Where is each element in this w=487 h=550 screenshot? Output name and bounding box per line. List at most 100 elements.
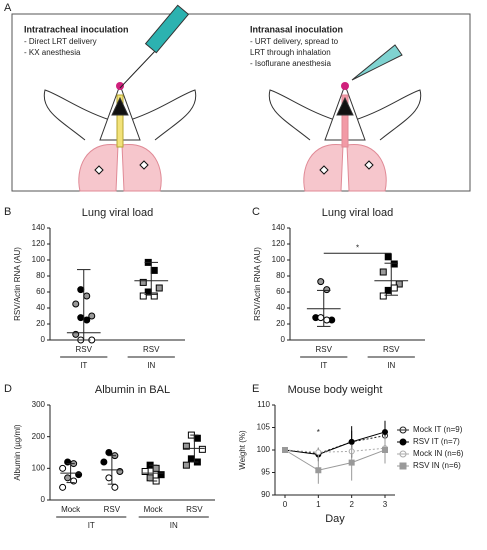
x-tick-label: RSV: [186, 505, 203, 514]
y-tick-label: 20: [36, 319, 45, 328]
legend-label: Mock IT (n=9): [413, 425, 463, 434]
data-point: [70, 477, 78, 485]
data-point: [64, 474, 72, 482]
group-label: IT: [320, 361, 327, 370]
y-tick-label: 0: [41, 335, 46, 344]
data-point: [198, 445, 206, 453]
group-label: IT: [80, 361, 87, 370]
panel-label: B: [4, 206, 11, 218]
annotation: *: [317, 428, 320, 437]
y-tick-label: 0: [41, 495, 46, 504]
data-point: [384, 253, 392, 261]
group-label: IN: [170, 521, 178, 530]
data-point: [323, 316, 331, 324]
data-point: [111, 483, 119, 491]
y-tick-label: 90: [261, 490, 270, 499]
method-line: - Direct LRT delivery: [24, 37, 97, 46]
data-point: [390, 284, 398, 292]
group-label: IT: [88, 521, 95, 530]
y-tick-label: 40: [36, 303, 45, 312]
series-line: [284, 449, 386, 471]
legend-label: RSV IN (n=6): [413, 461, 461, 470]
y-axis-label: Weight (%): [238, 430, 247, 470]
data-point: [315, 449, 322, 456]
data-point: [348, 438, 355, 445]
chart-title: Mouse body weight: [288, 384, 383, 396]
y-axis-label: Albumin (µg/ml): [13, 424, 22, 481]
data-point: [59, 464, 67, 472]
data-point: [348, 459, 355, 466]
series-line: [284, 447, 386, 453]
data-point: [182, 461, 190, 469]
data-point: [116, 468, 124, 475]
group-label: IN: [387, 361, 395, 370]
panel-label: D: [4, 383, 12, 395]
sig-label: *: [356, 243, 359, 252]
data-point: [146, 474, 154, 482]
method-line: - Isoflurane anesthesia: [250, 59, 331, 68]
y-tick-label: 120: [32, 239, 46, 248]
y-tick-label: 110: [257, 400, 270, 409]
data-point: [390, 260, 398, 268]
data-point: [382, 447, 388, 453]
y-tick-label: 20: [276, 319, 285, 328]
x-axis-label: Day: [325, 513, 345, 525]
data-point: [77, 286, 85, 294]
y-tick-label: 105: [257, 423, 271, 432]
data-point: [59, 483, 67, 491]
mouse-in: [268, 44, 422, 192]
data-point: [83, 292, 91, 300]
y-tick-label: 140: [32, 223, 46, 232]
panel-label: A: [4, 2, 12, 14]
data-point: [75, 471, 83, 479]
x-tick-label: 0: [283, 500, 288, 509]
x-tick-label: RSV: [76, 345, 93, 354]
method-line: LRT through inhalation: [250, 48, 331, 57]
x-tick-label: 1: [316, 500, 321, 509]
data-point: [379, 292, 387, 300]
x-tick-label: Mock: [144, 505, 164, 514]
y-tick-label: 100: [272, 255, 286, 264]
series-line: [284, 431, 386, 456]
y-axis-label: RSV/Actin RNA (AU): [13, 247, 22, 321]
method-title: Intratracheal inoculation: [24, 24, 129, 34]
chart-title: Lung viral load: [322, 207, 394, 219]
data-point: [64, 458, 72, 466]
data-point: [187, 455, 195, 463]
y-tick-label: 100: [257, 445, 271, 454]
data-point: [139, 278, 147, 286]
method-line: - KX anesthesia: [24, 48, 81, 57]
x-tick-label: RSV: [316, 345, 333, 354]
panel-label: C: [252, 206, 260, 218]
y-tick-label: 140: [272, 223, 286, 232]
data-point: [88, 312, 96, 320]
data-point: [141, 468, 149, 475]
y-tick-label: 100: [32, 255, 46, 264]
data-point: [315, 467, 322, 474]
data-point: [83, 316, 91, 324]
y-tick-label: 300: [32, 400, 46, 409]
data-point: [72, 300, 80, 308]
data-point: [150, 266, 158, 274]
data-point: [105, 449, 113, 456]
y-tick-label: 100: [32, 463, 46, 472]
y-tick-label: 120: [272, 239, 286, 248]
y-tick-label: 60: [276, 287, 285, 296]
x-tick-label: 3: [383, 500, 388, 509]
data-point: [139, 292, 147, 300]
mouse-it: [43, 4, 197, 192]
data-point: [282, 447, 288, 453]
data-point: [152, 464, 160, 472]
group-label: IN: [147, 361, 155, 370]
legend-label: Mock IN (n=6): [413, 449, 464, 458]
data-point: [150, 292, 158, 300]
x-tick-label: RSV: [104, 505, 121, 514]
y-tick-label: 40: [276, 303, 285, 312]
panel-frame: [11, 13, 471, 192]
y-axis-label: RSV/Actin RNA (AU): [253, 247, 262, 321]
panel-label: E: [252, 383, 259, 395]
chart-title: Lung viral load: [82, 207, 154, 219]
y-tick-label: 0: [281, 335, 286, 344]
series-line: [284, 435, 386, 455]
y-tick-label: 95: [261, 468, 270, 477]
